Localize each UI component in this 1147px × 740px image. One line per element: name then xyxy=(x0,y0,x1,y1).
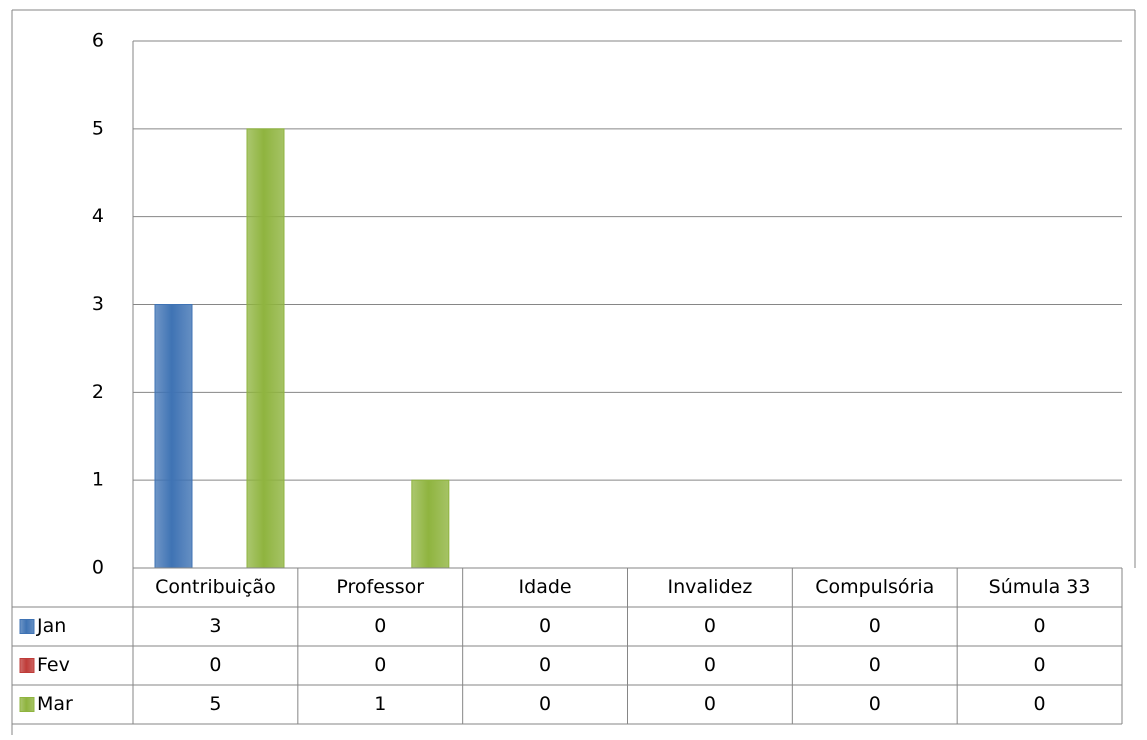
y-tick-label: 1 xyxy=(92,469,104,491)
table-value: 0 xyxy=(869,693,881,715)
y-tick-label: 3 xyxy=(92,293,104,315)
bar xyxy=(246,128,285,569)
y-tick-label: 0 xyxy=(92,557,104,579)
table-value: 0 xyxy=(539,654,551,676)
legend-label: Jan xyxy=(36,615,66,637)
x-tick-label: Contribuição xyxy=(155,576,276,598)
table-value: 1 xyxy=(374,693,386,715)
table-value: 0 xyxy=(1034,693,1046,715)
table-value: 0 xyxy=(374,615,386,637)
y-tick-label: 6 xyxy=(92,30,104,52)
x-tick-label: Invalidez xyxy=(668,576,753,598)
bar xyxy=(411,479,450,569)
y-tick-label: 5 xyxy=(92,117,104,139)
table-value: 0 xyxy=(539,615,551,637)
legend-swatch xyxy=(19,619,35,634)
table-value: 0 xyxy=(704,615,716,637)
legend-label: Mar xyxy=(37,693,73,715)
legend-swatch xyxy=(19,658,35,673)
x-tick-label: Idade xyxy=(519,576,572,598)
table-value: 3 xyxy=(209,615,221,637)
table-value: 0 xyxy=(869,654,881,676)
y-tick-label: 4 xyxy=(92,205,104,227)
table-value: 0 xyxy=(704,654,716,676)
y-tick-label: 2 xyxy=(92,381,104,403)
table-value: 0 xyxy=(1034,654,1046,676)
x-tick-label: Súmula 33 xyxy=(989,576,1091,598)
table-value: 0 xyxy=(869,615,881,637)
bar xyxy=(154,304,193,569)
table-value: 5 xyxy=(209,693,221,715)
table-value: 0 xyxy=(539,693,551,715)
table-value: 0 xyxy=(374,654,386,676)
legend-swatch xyxy=(19,697,35,712)
x-tick-label: Compulsória xyxy=(815,576,934,598)
table-value: 0 xyxy=(704,693,716,715)
table-value: 0 xyxy=(1034,615,1046,637)
x-tick-label: Professor xyxy=(336,576,424,598)
table-value: 0 xyxy=(209,654,221,676)
legend-label: Fev xyxy=(37,654,70,676)
